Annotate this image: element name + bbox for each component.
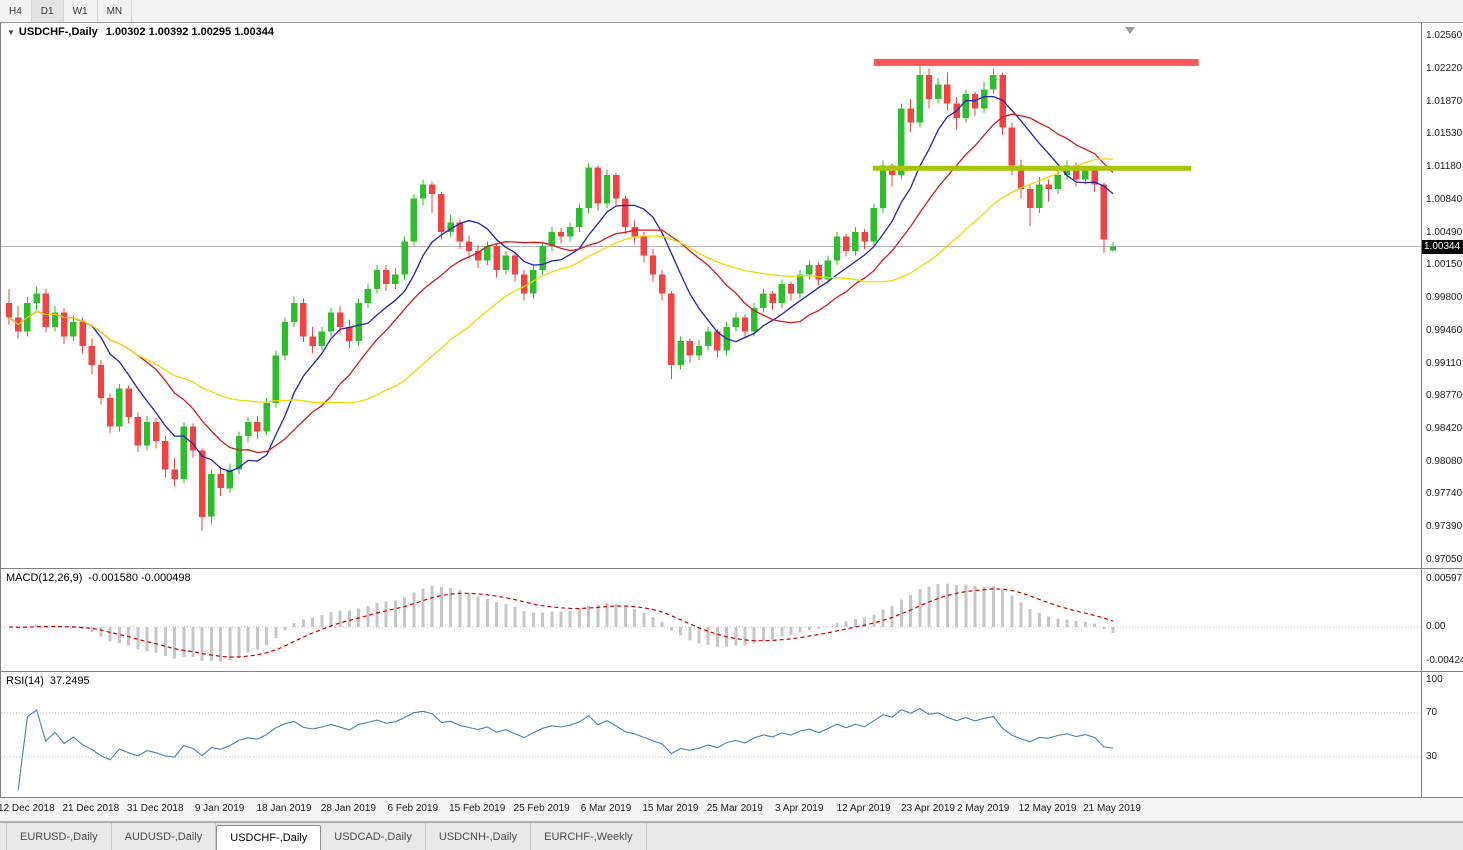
date-label: 6 Feb 2019 (387, 803, 439, 814)
date-label: 18 Jan 2019 (256, 803, 312, 814)
tab-eurusd-daily[interactable]: EURUSD-,Daily (6, 823, 112, 850)
current-price-value: 1.00344 (1424, 240, 1461, 252)
macd-axis-label: -0.004243 (1426, 655, 1463, 667)
time-axis[interactable]: 12 Dec 2018 21 Dec 2018 31 Dec 2018 9 Jan 2… (0, 798, 1463, 822)
price-axis-separator (1421, 23, 1422, 568)
price-axis-label: 1.00490 (1426, 226, 1463, 238)
price-axis-label: 0.99800 (1426, 292, 1463, 304)
rsi-axis-label: 70 (1426, 707, 1438, 718)
date-label: 28 Jan 2019 (320, 803, 376, 814)
macd-name: MACD(12,26,9) (6, 572, 83, 584)
date-label: 15 Feb 2019 (449, 803, 506, 814)
date-label: 25 Mar 2019 (706, 803, 763, 814)
chart-dropdown-icon[interactable]: ▼ (7, 28, 15, 37)
date-label: 21 May 2019 (1083, 803, 1141, 814)
date-label: 23 Apr 2019 (901, 803, 955, 814)
price-axis-label: 0.99110 (1426, 357, 1462, 369)
date-label: 12 Dec 2018 (0, 803, 55, 814)
price-axis-label: 1.01870 (1426, 95, 1463, 107)
chart-ohlc-values: 1.00302 1.00392 1.00295 1.00344 (105, 26, 274, 38)
price-axis-label: 1.02560 (1426, 30, 1463, 42)
macd-label: MACD(12,26,9) -0.001580 -0.000498 (6, 572, 191, 584)
date-label: 3 Apr 2019 (775, 803, 824, 814)
timeframe-button-mn[interactable]: MN (98, 0, 133, 22)
tab-usdcad-daily[interactable]: USDCAD-,Daily (321, 823, 426, 850)
rsi-axis-separator (1421, 672, 1422, 797)
timeframe-toolbar: H4 D1 W1 MN (0, 0, 1463, 23)
price-axis-label: 0.97740 (1426, 487, 1463, 499)
tab-audusd-daily[interactable]: AUDUSD-,Daily (112, 823, 217, 850)
price-axis-label: 0.97050 (1426, 553, 1463, 565)
rsi-label: RSI(14) 37.2495 (6, 675, 90, 687)
rsi-canvas[interactable] (1, 672, 1421, 797)
chart-symbol-label: USDCHF-,Daily (18, 26, 98, 38)
price-chart-panel: ▼ USDCHF-,Daily 1.00302 1.00392 1.00295 1.… (0, 23, 1463, 569)
rsi-name: RSI(14) (6, 675, 44, 687)
rsi-axis-label: 100 (1426, 674, 1443, 685)
timeframe-button-w1[interactable]: W1 (64, 0, 98, 22)
price-axis-label: 0.98420 (1426, 423, 1463, 435)
date-label: 2 May 2019 (957, 803, 1010, 814)
price-axis-label: 1.01180 (1426, 161, 1462, 173)
macd-indicator-panel: MACD(12,26,9) -0.001580 -0.000498 0.00597… (0, 569, 1463, 672)
current-price-tag: 1.00344 (1422, 239, 1463, 254)
macd-axis-label: 0.00 (1426, 620, 1446, 632)
timeframe-button-d1[interactable]: D1 (31, 0, 64, 22)
price-axis-label: 0.98080 (1426, 455, 1463, 467)
price-axis-label: 1.01530 (1426, 128, 1463, 140)
date-label: 9 Jan 2019 (194, 803, 245, 814)
tab-usdcnh-daily[interactable]: USDCNH-,Daily (426, 823, 532, 850)
rsi-value: 37.2495 (49, 675, 90, 687)
price-axis-label: 0.98770 (1426, 390, 1463, 402)
date-label: 15 Mar 2019 (642, 803, 699, 814)
rsi-indicator-panel: RSI(14) 37.2495 100 70 30 (0, 672, 1463, 798)
date-label: 12 May 2019 (1018, 803, 1077, 814)
macd-canvas[interactable] (1, 569, 1421, 671)
chart-title: ▼ USDCHF-,Daily 1.00302 1.00392 1.00295 1.… (7, 26, 274, 38)
date-label: 31 Dec 2018 (126, 803, 184, 814)
tab-usdchf-daily[interactable]: USDCHF-,Daily (216, 825, 322, 850)
price-axis-label: 0.99460 (1426, 324, 1463, 336)
date-label: 6 Mar 2019 (580, 803, 632, 814)
price-axis-label: 0.97390 (1426, 521, 1463, 533)
date-label: 25 Feb 2019 (513, 803, 570, 814)
price-chart-canvas[interactable] (1, 23, 1421, 568)
date-label: 21 Dec 2018 (62, 803, 120, 814)
price-axis-label: 1.02220 (1426, 62, 1463, 74)
macd-values: -0.001580 -0.000498 (88, 572, 191, 584)
date-label: 12 Apr 2019 (836, 803, 891, 814)
timeframe-button-h4[interactable]: H4 (0, 0, 32, 22)
macd-axis-separator (1421, 569, 1422, 671)
macd-axis-label: 0.00597 (1426, 572, 1463, 584)
rsi-axis-label: 30 (1426, 751, 1438, 762)
price-axis-label: 1.00150 (1426, 259, 1463, 271)
price-axis-label: 1.00840 (1426, 193, 1463, 205)
chart-shift-marker-icon[interactable] (1125, 27, 1135, 34)
chart-tabs-bar: EURUSD-,Daily AUDUSD-,Daily USDCHF-,Daily U… (0, 822, 1463, 850)
tab-eurchf-weekly[interactable]: EURCHF-,Weekly (531, 823, 647, 850)
